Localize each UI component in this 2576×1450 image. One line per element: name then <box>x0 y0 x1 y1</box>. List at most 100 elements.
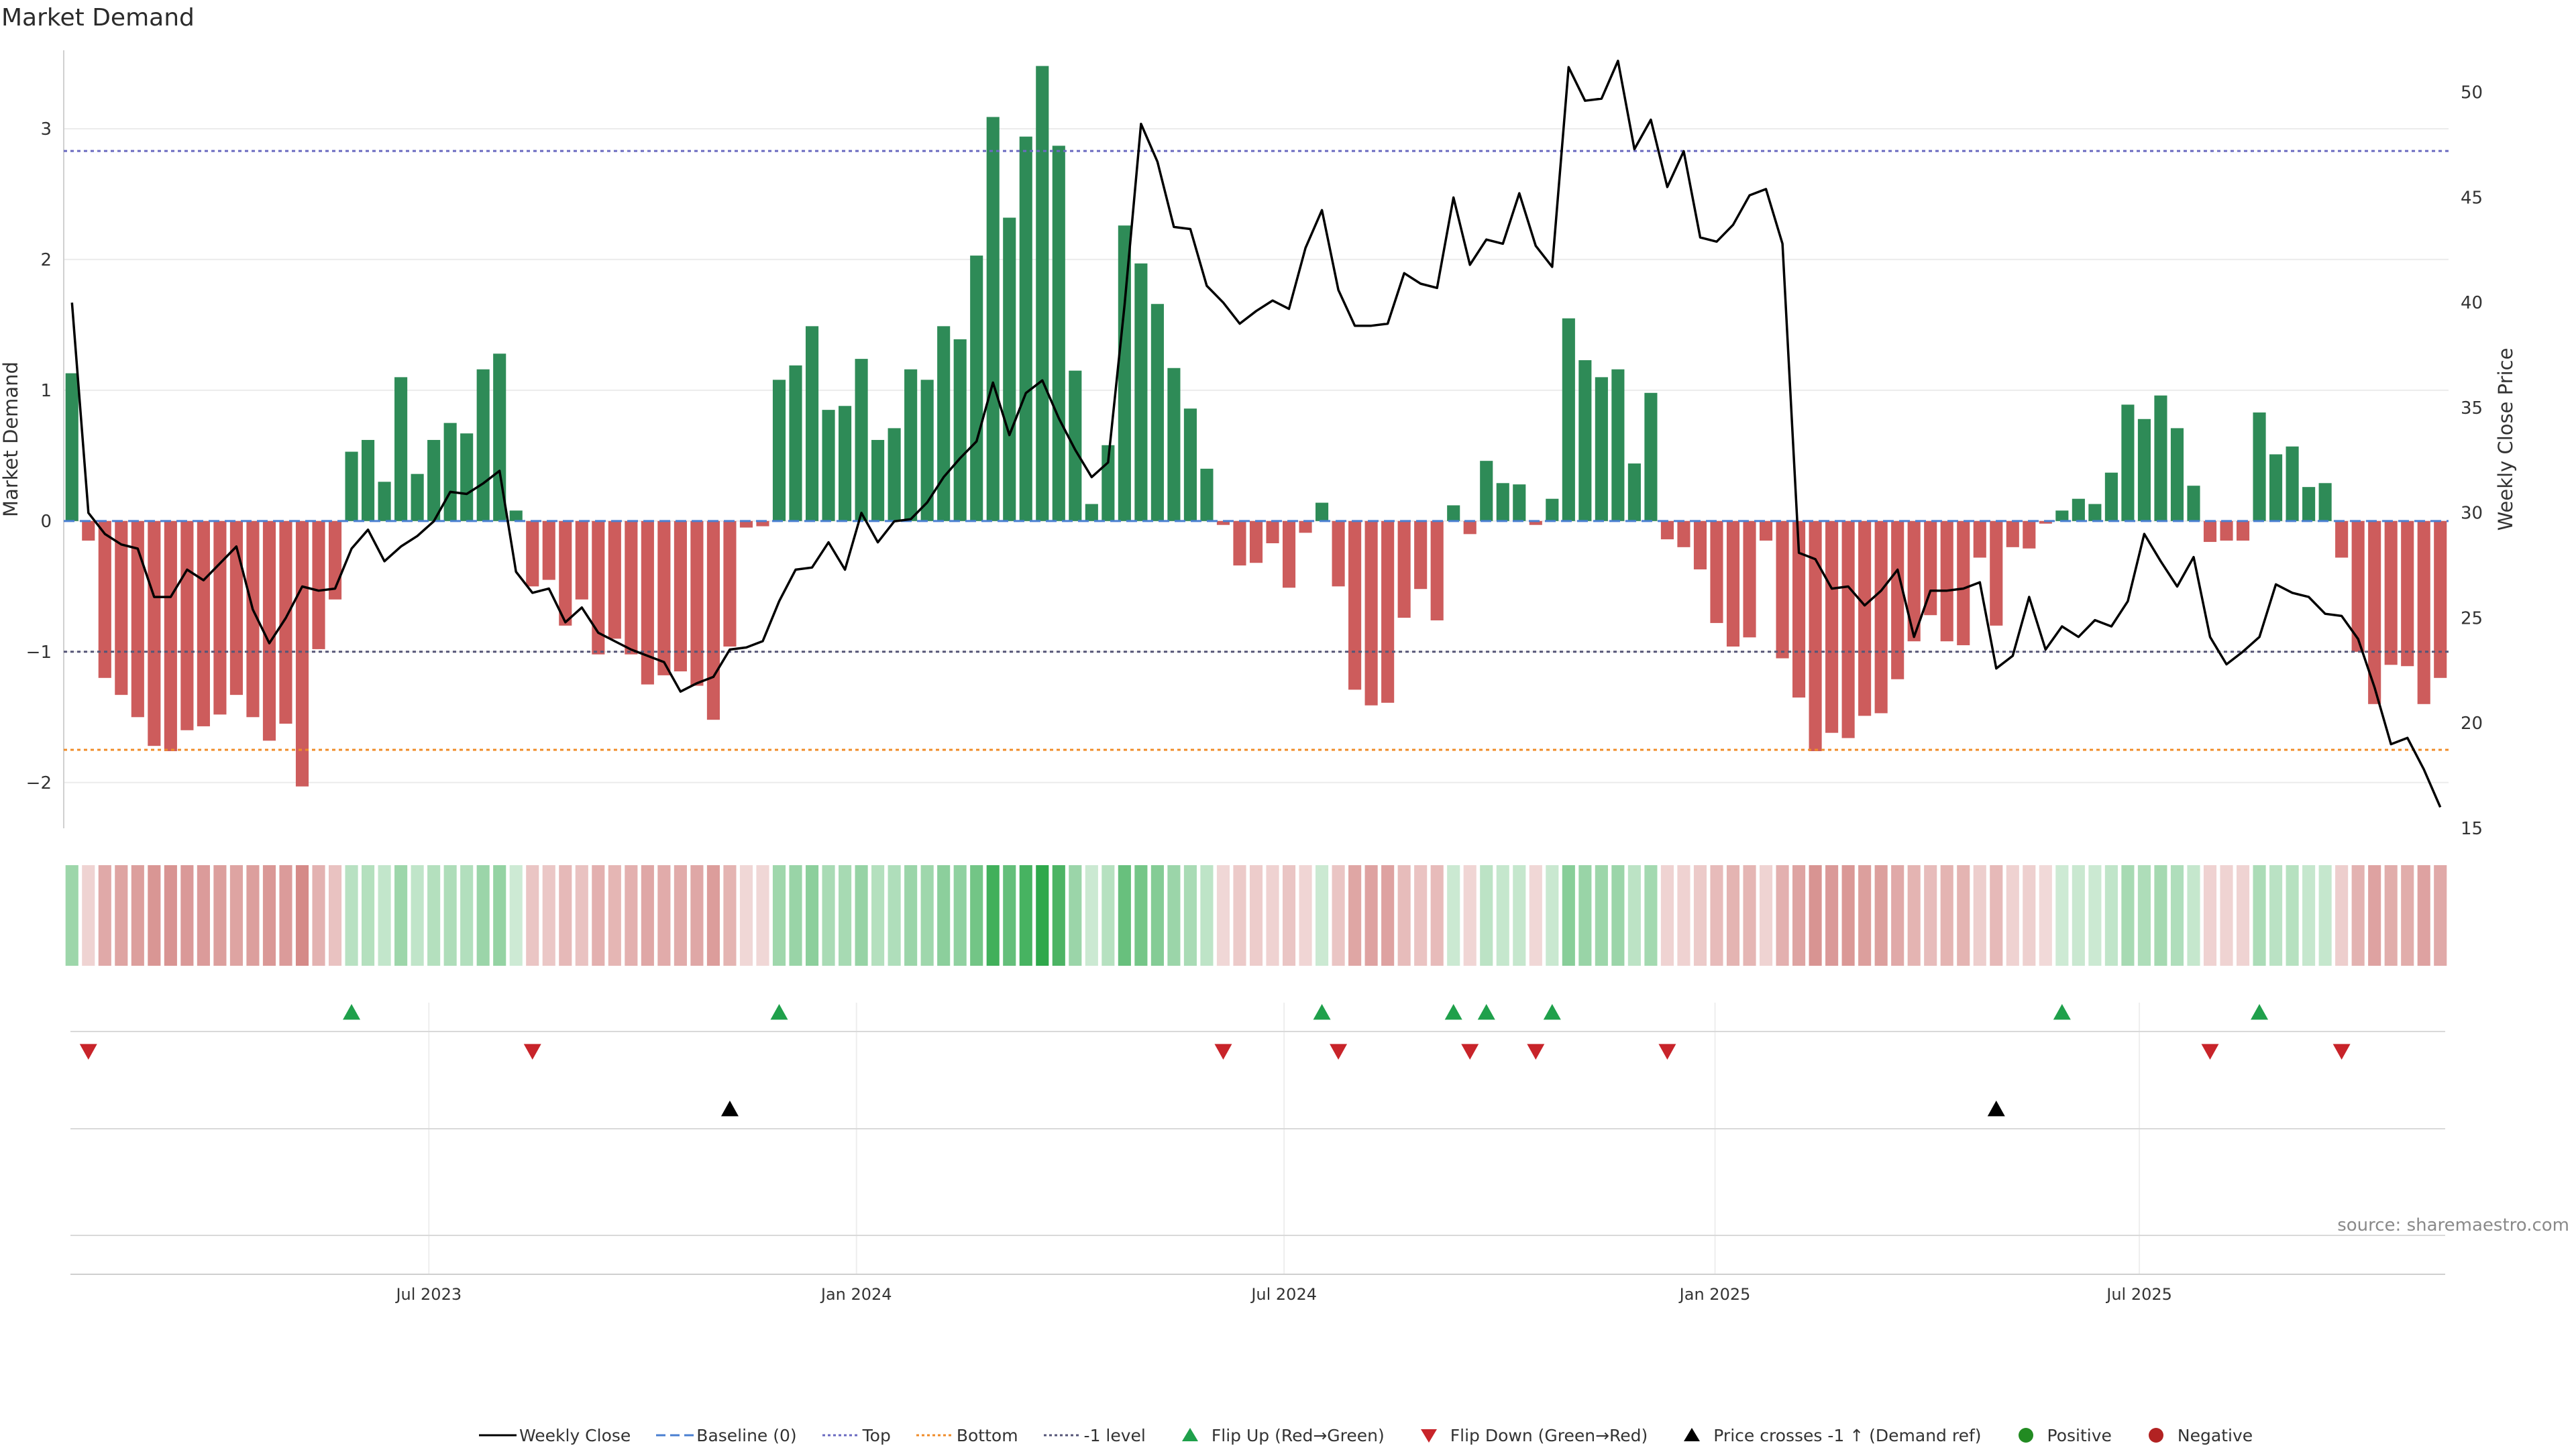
demand-bar <box>937 326 951 521</box>
legend-label: Flip Down (Green→Red) <box>1450 1425 1648 1445</box>
heat-cell <box>986 865 1000 966</box>
heat-cell <box>1150 865 1164 966</box>
demand-bar <box>888 428 901 521</box>
heat-cell <box>789 865 802 966</box>
demand-bar <box>1825 520 1839 733</box>
heat-cell <box>394 865 408 966</box>
heat-cell <box>1430 865 1444 966</box>
heat-cell <box>1233 865 1246 966</box>
price-cross-marker <box>1987 1101 2005 1117</box>
legend-label: Bottom <box>956 1425 1018 1445</box>
demand-bar <box>855 359 868 521</box>
heat-cell <box>723 865 737 966</box>
y2-axis-label: Weekly Close Price <box>2494 348 2517 531</box>
heat-cell <box>2286 865 2299 966</box>
heat-cell <box>1546 865 1559 966</box>
demand-bar <box>1447 505 1460 521</box>
heat-cell <box>2384 865 2398 966</box>
heat-cell <box>772 865 786 966</box>
heat-cell <box>65 865 78 966</box>
demand-bar <box>2351 520 2365 652</box>
heat-cell <box>1167 865 1181 966</box>
heat-cell <box>1825 865 1839 966</box>
legend-swatch-icon <box>916 1434 954 1437</box>
demand-bar <box>526 520 539 587</box>
heat-cell <box>2121 865 2135 966</box>
heat-cell <box>1003 865 1016 966</box>
demand-bar <box>805 326 819 521</box>
heat-cell <box>1348 865 1362 966</box>
heat-cell <box>1216 865 1230 966</box>
demand-bar <box>213 520 227 715</box>
heat-cell <box>1726 865 1740 966</box>
demand-bar <box>131 520 144 718</box>
demand-bar <box>1118 225 1131 521</box>
demand-bar <box>1726 520 1740 647</box>
heat-cell <box>2104 865 2118 966</box>
demand-bar <box>295 520 309 787</box>
heat-cell <box>1529 865 1542 966</box>
demand-bar <box>1019 136 1032 521</box>
flip-up-marker <box>1477 1004 1495 1020</box>
y-tick-label: 2 <box>40 250 52 270</box>
weekly-close-line <box>70 59 2442 808</box>
demand-bar <box>1907 520 1921 642</box>
demand-bar <box>427 439 441 521</box>
heat-cell <box>1397 865 1411 966</box>
flip-down-marker <box>2201 1044 2219 1060</box>
demand-bar <box>2417 520 2430 704</box>
heat-cell <box>559 865 572 966</box>
heat-cell <box>1052 865 1065 966</box>
heat-cell <box>1891 865 1904 966</box>
heat-cell <box>706 865 720 966</box>
legend-item: Flip Down (Green→Red) <box>1407 1426 1648 1445</box>
demand-bar <box>460 433 474 521</box>
demand-bar <box>197 520 210 726</box>
heat-cell <box>575 865 588 966</box>
heat-cell <box>1480 865 1493 966</box>
demand-bar <box>411 473 424 521</box>
heat-cell <box>1249 865 1263 966</box>
heat-cell <box>2401 865 2414 966</box>
demand-bar <box>1233 520 1246 566</box>
demand-bar <box>2170 428 2184 521</box>
heat-cell <box>1660 865 1674 966</box>
demand-bar <box>1003 217 1016 521</box>
heat-cell <box>197 865 210 966</box>
y-tick-label: 1 <box>40 381 52 401</box>
demand-bar <box>1249 520 1263 563</box>
demand-bar <box>1660 520 1674 540</box>
demand-bar <box>1397 520 1411 618</box>
y-tick-label: −1 <box>26 643 52 663</box>
demand-bar <box>2253 412 2266 521</box>
heat-cell <box>1183 865 1197 966</box>
heat-cell <box>1562 865 1575 966</box>
heat-cell <box>2055 865 2069 966</box>
heat-cell <box>164 865 177 966</box>
demand-bar <box>2072 498 2085 521</box>
heat-cell <box>920 865 934 966</box>
heat-cell <box>904 865 918 966</box>
demand-bar <box>789 365 802 521</box>
demand-bar <box>986 117 1000 521</box>
demand-bar <box>625 520 638 655</box>
demand-bar <box>1036 66 1049 521</box>
demand-bar <box>1069 370 1082 521</box>
demand-bar <box>1200 468 1214 521</box>
demand-bar <box>575 520 588 600</box>
flip-up-marker <box>343 1004 361 1020</box>
demand-bar <box>641 520 654 685</box>
flip-up-marker <box>2251 1004 2269 1020</box>
heat-cell <box>1841 865 1855 966</box>
legend-swatch-icon <box>479 1434 517 1437</box>
legend-item: Negative <box>2135 1426 2253 1445</box>
heat-cell <box>805 865 819 966</box>
heat-cell <box>822 865 835 966</box>
x-tick-label: Jul 2023 <box>394 1285 462 1304</box>
x-tick-label: Jul 2025 <box>2105 1285 2172 1304</box>
heat-cell <box>542 865 555 966</box>
heat-cell <box>1019 865 1032 966</box>
demand-bar <box>2368 520 2381 704</box>
y-axis-label: Market Demand <box>0 361 22 517</box>
heat-cell <box>1611 865 1625 966</box>
